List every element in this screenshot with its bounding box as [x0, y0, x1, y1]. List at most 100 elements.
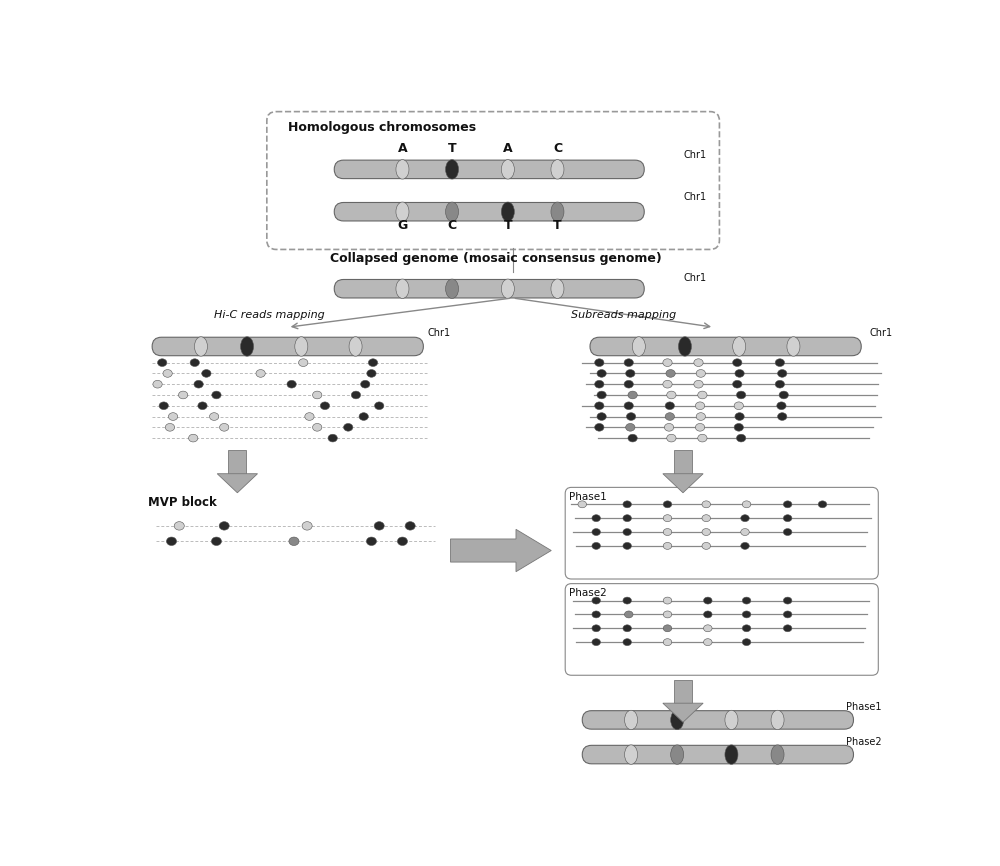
Ellipse shape — [446, 202, 459, 222]
Ellipse shape — [396, 279, 409, 299]
Ellipse shape — [702, 501, 711, 507]
Ellipse shape — [783, 501, 792, 507]
Ellipse shape — [366, 537, 376, 546]
Ellipse shape — [734, 423, 743, 431]
Ellipse shape — [295, 337, 308, 356]
Ellipse shape — [742, 639, 751, 646]
Ellipse shape — [626, 413, 636, 420]
Text: G: G — [397, 218, 408, 232]
Ellipse shape — [783, 625, 792, 632]
Ellipse shape — [501, 279, 514, 299]
Ellipse shape — [374, 521, 384, 530]
Ellipse shape — [302, 521, 312, 530]
Ellipse shape — [367, 370, 376, 378]
Ellipse shape — [775, 380, 785, 388]
Ellipse shape — [592, 597, 600, 604]
Ellipse shape — [771, 745, 784, 765]
FancyBboxPatch shape — [582, 711, 854, 729]
Text: Chr1: Chr1 — [683, 150, 706, 160]
Ellipse shape — [501, 202, 514, 222]
Ellipse shape — [396, 202, 409, 222]
Ellipse shape — [777, 402, 786, 410]
FancyBboxPatch shape — [334, 160, 644, 178]
Ellipse shape — [299, 359, 308, 366]
Ellipse shape — [592, 625, 600, 632]
Polygon shape — [450, 529, 551, 572]
Ellipse shape — [623, 528, 631, 535]
Ellipse shape — [742, 611, 751, 618]
FancyBboxPatch shape — [267, 112, 719, 249]
Ellipse shape — [742, 625, 751, 632]
Ellipse shape — [623, 542, 631, 549]
Ellipse shape — [446, 159, 459, 179]
Ellipse shape — [159, 402, 168, 410]
Ellipse shape — [375, 402, 384, 410]
Text: Phase1: Phase1 — [569, 492, 607, 501]
Ellipse shape — [778, 370, 787, 378]
Ellipse shape — [153, 380, 162, 388]
Ellipse shape — [592, 639, 600, 646]
Ellipse shape — [305, 413, 314, 420]
Ellipse shape — [241, 337, 254, 356]
Ellipse shape — [667, 391, 676, 399]
Ellipse shape — [624, 611, 633, 618]
Text: Subreads mapping: Subreads mapping — [571, 310, 676, 320]
Ellipse shape — [623, 639, 631, 646]
Ellipse shape — [698, 391, 707, 399]
Ellipse shape — [168, 413, 178, 420]
Ellipse shape — [595, 380, 604, 388]
Text: Phase2: Phase2 — [846, 737, 881, 746]
FancyBboxPatch shape — [334, 280, 644, 298]
Ellipse shape — [351, 391, 361, 399]
Ellipse shape — [778, 413, 787, 420]
Ellipse shape — [671, 745, 684, 765]
Ellipse shape — [313, 423, 322, 431]
Text: A: A — [398, 142, 407, 155]
Text: T: T — [553, 218, 562, 232]
Ellipse shape — [667, 434, 676, 442]
Ellipse shape — [663, 380, 672, 388]
Ellipse shape — [628, 391, 637, 399]
Ellipse shape — [665, 413, 674, 420]
Ellipse shape — [702, 514, 711, 521]
Ellipse shape — [623, 514, 631, 521]
Ellipse shape — [623, 597, 631, 604]
Ellipse shape — [166, 537, 177, 546]
Text: C: C — [447, 218, 457, 232]
Ellipse shape — [702, 528, 711, 535]
Polygon shape — [674, 680, 692, 703]
Ellipse shape — [725, 710, 738, 730]
Text: Hi-C reads mapping: Hi-C reads mapping — [214, 310, 325, 320]
Ellipse shape — [704, 625, 712, 632]
Ellipse shape — [632, 337, 645, 356]
Ellipse shape — [592, 528, 600, 535]
Ellipse shape — [551, 159, 564, 179]
Ellipse shape — [696, 413, 705, 420]
Ellipse shape — [624, 402, 633, 410]
Ellipse shape — [551, 202, 564, 222]
Ellipse shape — [663, 359, 672, 366]
FancyBboxPatch shape — [565, 584, 878, 675]
Ellipse shape — [349, 337, 362, 356]
Ellipse shape — [663, 639, 672, 646]
Ellipse shape — [735, 370, 744, 378]
Ellipse shape — [666, 370, 675, 378]
Ellipse shape — [695, 402, 705, 410]
Ellipse shape — [625, 710, 638, 730]
Ellipse shape — [597, 370, 606, 378]
Ellipse shape — [742, 597, 751, 604]
Ellipse shape — [741, 542, 749, 549]
Ellipse shape — [624, 359, 633, 366]
Ellipse shape — [592, 611, 600, 618]
Text: Chr1: Chr1 — [869, 328, 892, 339]
Ellipse shape — [592, 542, 600, 549]
Ellipse shape — [178, 391, 188, 399]
Ellipse shape — [628, 434, 637, 442]
Ellipse shape — [190, 359, 199, 366]
Text: Collapsed genome (mosaic consensus genome): Collapsed genome (mosaic consensus genom… — [330, 252, 662, 265]
Ellipse shape — [663, 611, 672, 618]
FancyBboxPatch shape — [582, 746, 854, 764]
Text: Chr1: Chr1 — [683, 192, 706, 202]
Ellipse shape — [733, 359, 742, 366]
Ellipse shape — [361, 380, 370, 388]
